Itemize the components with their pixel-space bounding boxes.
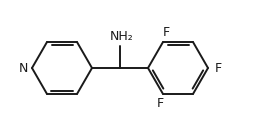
Text: N: N xyxy=(18,61,28,75)
Text: F: F xyxy=(163,26,169,38)
Text: NH₂: NH₂ xyxy=(110,30,134,44)
Text: F: F xyxy=(156,98,164,110)
Text: F: F xyxy=(215,61,221,75)
